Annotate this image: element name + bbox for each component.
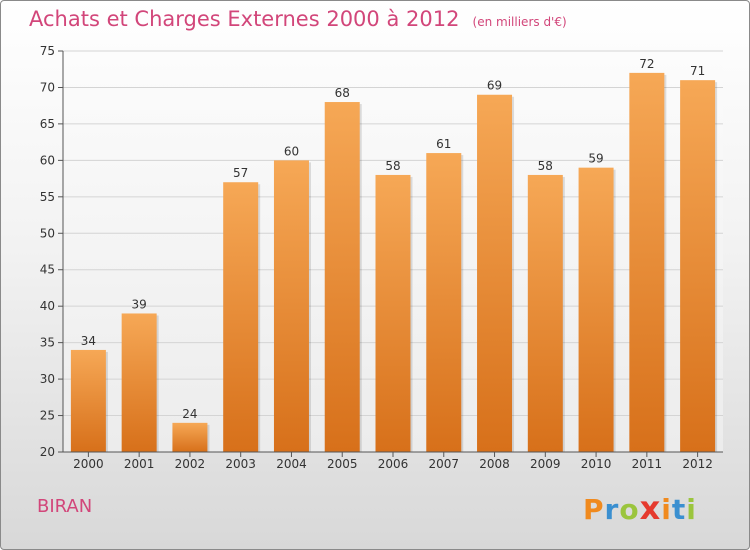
bar-2003 [223,182,259,452]
data-label: 34 [81,334,96,348]
logo-letter: i [686,493,697,526]
x-tick-label: 2000 [73,457,104,471]
data-label: 57 [233,166,248,180]
data-label: 59 [588,152,603,166]
y-tick-label: 40 [40,299,55,313]
y-tick-label: 75 [40,44,55,58]
bar-2009 [527,174,563,453]
y-tick-label: 30 [40,372,55,386]
data-label: 39 [132,297,147,311]
data-label: 58 [538,159,553,173]
y-tick-label: 45 [40,263,55,277]
y-tick-label: 70 [40,80,55,94]
y-tick-label: 65 [40,117,55,131]
x-tick-label: 2012 [682,457,713,471]
logo-letter: x [639,489,662,527]
x-tick-label: 2006 [378,457,409,471]
x-tick-label: 2008 [479,457,510,471]
commune-name: BIRAN [37,496,93,517]
bar-2012 [680,80,716,452]
data-label: 58 [385,159,400,173]
data-label: 61 [436,137,451,151]
bar-2010 [578,167,614,452]
axis-layer: 20 25 30 35 40 45 50 55 60 65 70 75 2000 2001 2002 2003… [40,44,723,471]
x-tick-label: 2004 [276,457,307,471]
proxiti-logo[interactable]: Proxiti [583,489,697,527]
bar-2011 [629,72,665,452]
logo-letter: t [671,493,687,526]
x-tick-label: 2005 [327,457,358,471]
y-tick-label: 50 [40,226,55,240]
x-tick-label: 2001 [124,457,155,471]
bar-2007 [426,153,462,452]
logo-letter: P [583,493,605,526]
x-tick-label: 2007 [428,457,459,471]
chart-title: Achats et Charges Externes 2000 à 2012 [29,7,460,31]
bars-layer: 34 39 24 57 60 68 58 61 69 58 59 72 71 [70,57,718,453]
bar-2001 [121,313,157,452]
y-tick-label: 20 [40,445,55,459]
x-tick-label: 2010 [581,457,612,471]
x-tick-label: 2002 [175,457,206,471]
logo-letter: r [604,493,620,526]
bar-2008 [477,94,513,452]
bar-2004 [273,160,309,452]
data-label: 72 [639,57,654,71]
logo-letter: i [661,493,672,526]
chart-title-block: Achats et Charges Externes 2000 à 2012 (… [29,7,567,31]
chart-subtitle: (en milliers d'€) [472,15,567,29]
bar-2002 [172,422,208,452]
y-tick-label: 55 [40,190,55,204]
data-label: 71 [690,64,705,78]
y-tick-label: 60 [40,153,55,167]
bar-2006 [375,174,411,453]
bar-2005 [324,102,360,452]
bar-2000 [70,349,106,452]
x-tick-label: 2003 [225,457,256,471]
x-tick-label: 2009 [530,457,561,471]
logo-letter: o [619,493,640,526]
data-label: 24 [182,407,197,421]
x-tick-label: 2011 [632,457,663,471]
data-label: 69 [487,79,502,93]
y-tick-label: 35 [40,336,55,350]
y-tick-label: 25 [40,409,55,423]
data-label: 60 [284,144,299,158]
data-label: 68 [335,86,350,100]
